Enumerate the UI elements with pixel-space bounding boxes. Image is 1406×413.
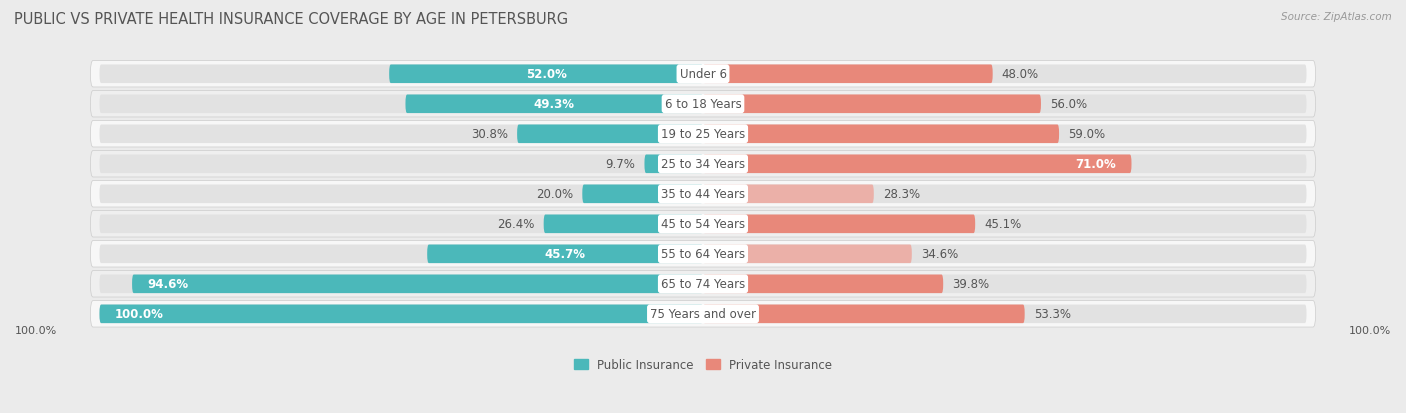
FancyBboxPatch shape [90, 91, 1316, 118]
FancyBboxPatch shape [100, 185, 703, 204]
FancyBboxPatch shape [90, 181, 1316, 207]
FancyBboxPatch shape [703, 245, 1306, 263]
FancyBboxPatch shape [427, 245, 703, 263]
FancyBboxPatch shape [100, 275, 703, 293]
FancyBboxPatch shape [90, 151, 1316, 178]
Text: 100.0%: 100.0% [1348, 325, 1391, 336]
FancyBboxPatch shape [405, 95, 703, 114]
FancyBboxPatch shape [703, 305, 1306, 323]
Text: 71.0%: 71.0% [1076, 158, 1116, 171]
FancyBboxPatch shape [100, 155, 703, 174]
FancyBboxPatch shape [100, 95, 703, 114]
FancyBboxPatch shape [100, 65, 703, 84]
Text: 49.3%: 49.3% [534, 98, 575, 111]
Text: 30.8%: 30.8% [471, 128, 508, 141]
FancyBboxPatch shape [100, 215, 703, 233]
Text: 48.0%: 48.0% [1001, 68, 1039, 81]
Text: 28.3%: 28.3% [883, 188, 920, 201]
FancyBboxPatch shape [90, 271, 1316, 297]
FancyBboxPatch shape [644, 155, 703, 174]
FancyBboxPatch shape [703, 275, 943, 293]
FancyBboxPatch shape [90, 62, 1316, 88]
Text: 100.0%: 100.0% [15, 325, 58, 336]
Text: 35 to 44 Years: 35 to 44 Years [661, 188, 745, 201]
Text: 59.0%: 59.0% [1069, 128, 1105, 141]
FancyBboxPatch shape [703, 155, 1306, 174]
FancyBboxPatch shape [703, 215, 1306, 233]
FancyBboxPatch shape [703, 185, 1306, 204]
Text: 25 to 34 Years: 25 to 34 Years [661, 158, 745, 171]
FancyBboxPatch shape [703, 215, 976, 233]
Text: 20.0%: 20.0% [536, 188, 574, 201]
Text: 52.0%: 52.0% [526, 68, 567, 81]
FancyBboxPatch shape [90, 121, 1316, 147]
FancyBboxPatch shape [703, 125, 1059, 144]
Text: 34.6%: 34.6% [921, 248, 957, 261]
Legend: Public Insurance, Private Insurance: Public Insurance, Private Insurance [569, 354, 837, 376]
Text: 19 to 25 Years: 19 to 25 Years [661, 128, 745, 141]
FancyBboxPatch shape [703, 305, 1025, 323]
Text: 55 to 64 Years: 55 to 64 Years [661, 248, 745, 261]
Text: 65 to 74 Years: 65 to 74 Years [661, 278, 745, 291]
FancyBboxPatch shape [389, 65, 703, 84]
FancyBboxPatch shape [703, 95, 1306, 114]
FancyBboxPatch shape [703, 95, 1040, 114]
Text: 45 to 54 Years: 45 to 54 Years [661, 218, 745, 231]
FancyBboxPatch shape [544, 215, 703, 233]
Text: 94.6%: 94.6% [148, 278, 188, 291]
Text: 75 Years and over: 75 Years and over [650, 308, 756, 320]
Text: 39.8%: 39.8% [952, 278, 990, 291]
FancyBboxPatch shape [90, 301, 1316, 327]
Text: 45.1%: 45.1% [984, 218, 1022, 231]
FancyBboxPatch shape [582, 185, 703, 204]
FancyBboxPatch shape [703, 65, 1306, 84]
FancyBboxPatch shape [517, 125, 703, 144]
FancyBboxPatch shape [703, 275, 1306, 293]
FancyBboxPatch shape [100, 305, 703, 323]
FancyBboxPatch shape [703, 155, 1132, 174]
Text: 56.0%: 56.0% [1050, 98, 1087, 111]
Text: 53.3%: 53.3% [1033, 308, 1071, 320]
FancyBboxPatch shape [100, 125, 703, 144]
FancyBboxPatch shape [703, 185, 873, 204]
Text: Source: ZipAtlas.com: Source: ZipAtlas.com [1281, 12, 1392, 22]
FancyBboxPatch shape [132, 275, 703, 293]
Text: 45.7%: 45.7% [544, 248, 585, 261]
FancyBboxPatch shape [703, 245, 912, 263]
Text: 9.7%: 9.7% [606, 158, 636, 171]
FancyBboxPatch shape [90, 241, 1316, 267]
Text: 6 to 18 Years: 6 to 18 Years [665, 98, 741, 111]
FancyBboxPatch shape [703, 65, 993, 84]
FancyBboxPatch shape [703, 125, 1306, 144]
Text: 26.4%: 26.4% [498, 218, 534, 231]
Text: 100.0%: 100.0% [114, 308, 163, 320]
Text: Under 6: Under 6 [679, 68, 727, 81]
FancyBboxPatch shape [90, 211, 1316, 237]
FancyBboxPatch shape [100, 305, 703, 323]
Text: PUBLIC VS PRIVATE HEALTH INSURANCE COVERAGE BY AGE IN PETERSBURG: PUBLIC VS PRIVATE HEALTH INSURANCE COVER… [14, 12, 568, 27]
FancyBboxPatch shape [100, 245, 703, 263]
